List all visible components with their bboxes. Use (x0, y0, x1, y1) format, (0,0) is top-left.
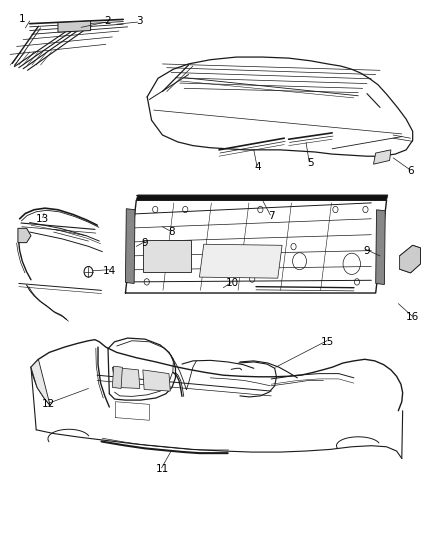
Polygon shape (199, 244, 282, 278)
Polygon shape (125, 209, 135, 284)
Polygon shape (18, 228, 31, 243)
Text: 16: 16 (406, 312, 419, 322)
Text: 9: 9 (364, 246, 370, 256)
Polygon shape (376, 210, 385, 285)
Text: 6: 6 (407, 166, 414, 176)
Text: 4: 4 (255, 163, 261, 172)
Polygon shape (31, 359, 50, 406)
Text: 10: 10 (226, 278, 239, 288)
Text: 12: 12 (42, 399, 55, 409)
Text: 1: 1 (19, 14, 25, 25)
Text: 9: 9 (142, 238, 148, 248)
Polygon shape (399, 245, 420, 273)
Text: 15: 15 (321, 337, 335, 347)
Polygon shape (136, 195, 388, 200)
Text: 14: 14 (102, 266, 116, 276)
Polygon shape (58, 21, 91, 32)
Polygon shape (113, 366, 122, 389)
Text: 11: 11 (156, 464, 169, 474)
Text: 13: 13 (36, 214, 49, 224)
Text: 5: 5 (307, 158, 314, 168)
Polygon shape (143, 240, 191, 272)
Polygon shape (143, 370, 170, 391)
Polygon shape (113, 367, 140, 389)
Text: 8: 8 (168, 227, 174, 237)
Text: 2: 2 (105, 16, 111, 26)
Text: 7: 7 (268, 211, 275, 221)
Polygon shape (374, 150, 391, 164)
Text: 3: 3 (137, 16, 143, 26)
